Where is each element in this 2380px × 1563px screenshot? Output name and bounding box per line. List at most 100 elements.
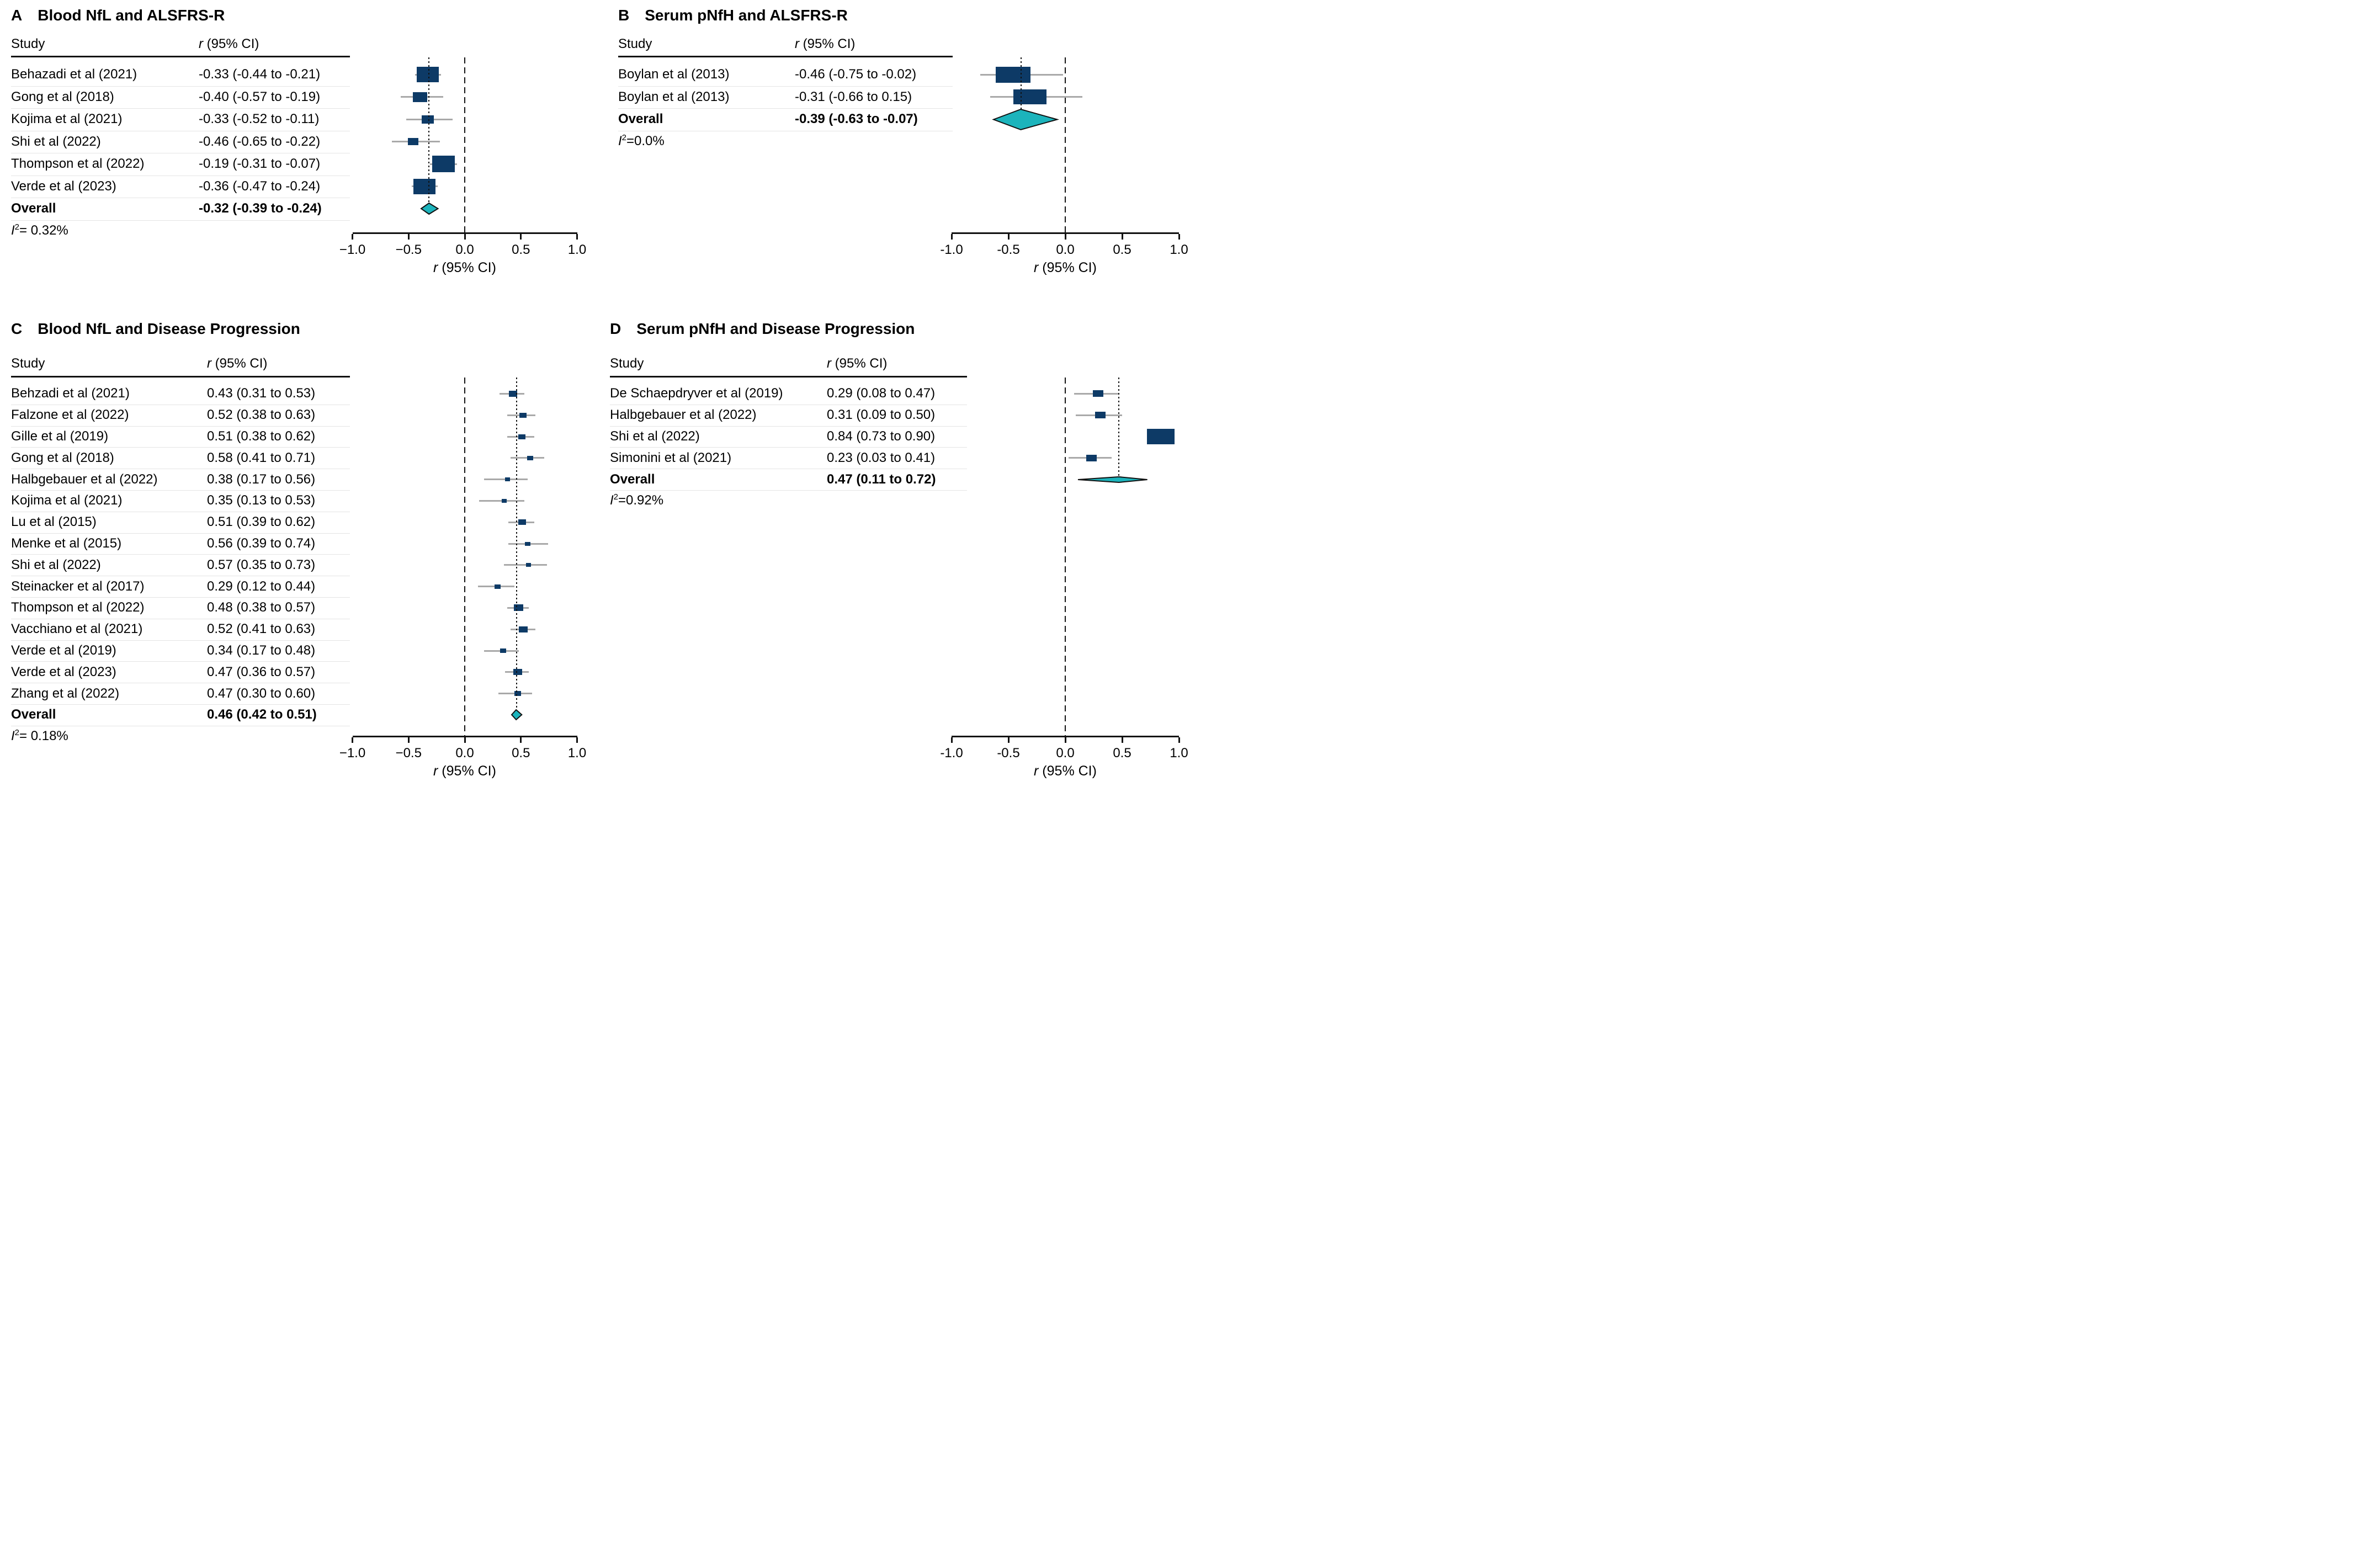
axis-r-symbol: r	[1034, 260, 1039, 275]
study-row: Shi et al (2022) 0.57 (0.35 to 0.73)	[11, 554, 350, 577]
weight-box	[494, 584, 501, 589]
weight-box	[1093, 390, 1104, 397]
heterogeneity-label: I2=0.92%	[610, 493, 663, 508]
x-tick	[1007, 737, 1010, 743]
overall-estimate-line	[516, 378, 517, 715]
x-tick	[950, 737, 953, 743]
estimate-ci-value: 0.47 (0.30 to 0.60)	[207, 685, 316, 701]
panel-c: C Blood NfL and Disease Progression Study r…	[0, 0, 1190, 782]
study-row: Steinacker et al (2017) 0.29 (0.12 to 0.4…	[11, 576, 350, 598]
weight-box	[518, 519, 526, 525]
estimate-ci-value: 0.51 (0.39 to 0.62)	[207, 514, 316, 530]
weight-box	[412, 92, 427, 102]
panel-title-text: Blood NfL and ALSFRS-R	[38, 7, 225, 24]
r-symbol: r	[199, 36, 203, 51]
estimate-ci-value: 0.48 (0.38 to 0.57)	[207, 600, 316, 615]
panel-b: B Serum pNfH and ALSFRS-R Study r (95% CI) B…	[0, 0, 1190, 782]
estimate-ci-value: 0.38 (0.17 to 0.56)	[207, 471, 316, 487]
x-axis-line	[352, 232, 577, 234]
study-name: Menke et al (2015)	[11, 535, 122, 551]
axis-ci-text: (95% CI)	[438, 763, 496, 779]
x-tick-label: 0.0	[455, 746, 474, 761]
panel-title: A Blood NfL and ALSFRS-R	[11, 7, 225, 24]
study-name: Verde et al (2023)	[11, 664, 116, 679]
study-name: Gille et al (2019)	[11, 428, 109, 444]
weight-box	[513, 669, 522, 676]
x-axis-title: r (95% CI)	[994, 260, 1137, 276]
panel-title-text: Serum pNfH and ALSFRS-R	[645, 7, 848, 24]
overall-diamond-shape	[1077, 476, 1148, 483]
x-tick	[464, 234, 466, 240]
study-row: Behzadi et al (2021) 0.43 (0.31 to 0.53)	[11, 383, 350, 405]
x-tick	[520, 234, 522, 240]
study-row: Falzone et al (2022) 0.52 (0.38 to 0.63)	[11, 405, 350, 427]
r-ci-text: (95% CI)	[831, 356, 888, 371]
column-header-study: Study	[11, 356, 45, 371]
x-tick-label: 1.0	[1170, 242, 1188, 257]
overall-diamond	[511, 709, 523, 721]
heterogeneity-label: I2=0.0%	[618, 134, 665, 149]
estimate-ci-value: 0.56 (0.39 to 0.74)	[207, 535, 316, 551]
estimate-ci-value: 0.84 (0.73 to 0.90)	[827, 428, 936, 444]
estimate-ci-value: -0.32 (-0.39 to -0.24)	[199, 201, 322, 216]
x-axis-line	[952, 736, 1179, 737]
x-tick	[1121, 234, 1123, 240]
weight-box	[501, 498, 507, 503]
x-tick	[1178, 737, 1180, 743]
heterogeneity-label: I2= 0.18%	[11, 729, 68, 744]
weight-box	[518, 434, 526, 439]
i2-value: = 0.18%	[19, 728, 68, 743]
x-axis-line	[952, 232, 1179, 234]
study-row: Menke et al (2015) 0.56 (0.39 to 0.74)	[11, 533, 350, 555]
estimate-ci-value: 0.23 (0.03 to 0.41)	[827, 450, 936, 465]
estimate-ci-value: 0.46 (0.42 to 0.51)	[207, 707, 317, 722]
weight-box	[527, 455, 533, 460]
column-header-r-ci: r (95% CI)	[207, 356, 267, 371]
x-axis-line	[352, 736, 577, 737]
study-name: Gong et al (2018)	[11, 89, 114, 104]
i2-value: = 0.32%	[19, 222, 68, 238]
weight-box	[1086, 454, 1097, 461]
x-tick-label: -1.0	[940, 746, 963, 761]
r-ci-text: (95% CI)	[203, 36, 259, 51]
weight-box	[524, 541, 530, 546]
estimate-ci-value: 0.52 (0.41 to 0.63)	[207, 621, 316, 637]
x-axis-title: r (95% CI)	[393, 260, 536, 276]
x-tick	[520, 737, 522, 743]
panel-a: A Blood NfL and ALSFRS-R Study r (95% CI) Be…	[0, 0, 1190, 782]
weight-box	[509, 390, 517, 397]
x-tick-label: −1.0	[339, 242, 366, 257]
overall-label: Overall	[11, 201, 56, 216]
x-tick	[950, 234, 953, 240]
study-row: Zhang et al (2022) 0.47 (0.30 to 0.60)	[11, 683, 350, 705]
overall-row: Overall 0.47 (0.11 to 0.72)	[610, 469, 967, 491]
study-name: Verde et al (2019)	[11, 642, 116, 658]
study-name: Zhang et al (2022)	[11, 685, 120, 701]
x-tick-label: -0.5	[997, 242, 1020, 257]
estimate-ci-value: -0.40 (-0.57 to -0.19)	[199, 89, 321, 104]
estimate-ci-value: -0.19 (-0.31 to -0.07)	[199, 156, 321, 172]
study-row: Boylan et al (2013) -0.46 (-0.75 to -0.02…	[618, 63, 953, 87]
ci-whisker	[504, 564, 547, 566]
study-name: Halbgebauer et al (2022)	[610, 407, 757, 423]
weight-box	[500, 648, 506, 653]
axis-ci-text: (95% CI)	[438, 260, 496, 275]
study-row: Verde et al (2023) -0.36 (-0.47 to -0.24)	[11, 176, 350, 198]
i2-value: =0.0%	[626, 133, 665, 148]
r-symbol: r	[207, 356, 211, 371]
study-name: Shi et al (2022)	[11, 134, 101, 149]
x-tick-label: 1.0	[567, 746, 587, 761]
estimate-ci-value: 0.47 (0.11 to 0.72)	[827, 471, 936, 487]
overall-diamond	[1077, 476, 1148, 483]
study-row: Kojima et al (2021) -0.33 (-0.52 to -0.11…	[11, 108, 350, 131]
overall-estimate-line	[1020, 57, 1022, 120]
estimate-ci-value: -0.46 (-0.75 to -0.02)	[795, 67, 917, 82]
weight-box	[519, 412, 527, 418]
panel-title-text: Serum pNfH and Disease Progression	[636, 320, 915, 337]
study-name: Kojima et al (2021)	[11, 493, 123, 508]
header-underline	[610, 376, 967, 378]
study-row: De Schaepdryver et al (2019) 0.29 (0.08 t…	[610, 383, 967, 405]
study-name: Behazadi et al (2021)	[11, 67, 137, 82]
study-row: Vacchiano et al (2021) 0.52 (0.41 to 0.63…	[11, 619, 350, 641]
x-tick-label: 0.5	[1113, 242, 1131, 257]
